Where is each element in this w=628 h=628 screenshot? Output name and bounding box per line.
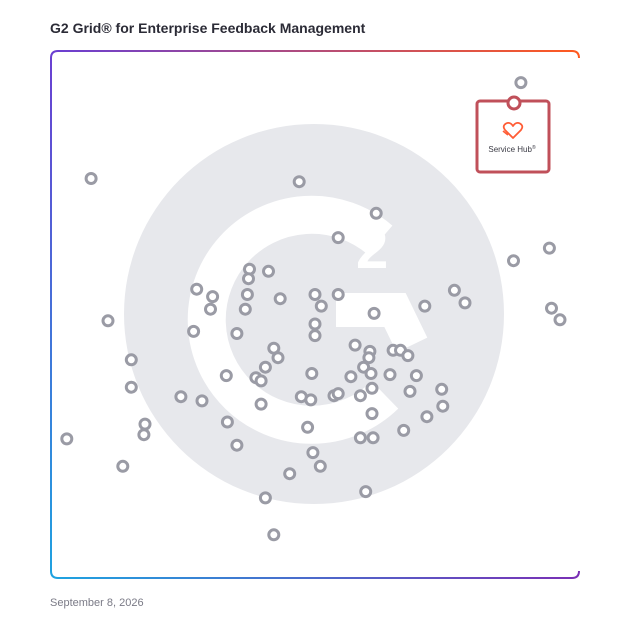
hand-stroke: [502, 130, 509, 136]
data-point[interactable]: [240, 288, 254, 301]
data-point[interactable]: [409, 369, 423, 383]
chart-title: G2 Grid® for Enterprise Feedback Managem…: [50, 20, 366, 36]
data-point[interactable]: [362, 351, 376, 365]
data-point[interactable]: [190, 282, 204, 296]
data-point[interactable]: [304, 393, 318, 407]
data-point[interactable]: [137, 428, 151, 442]
data-point[interactable]: [101, 314, 115, 328]
data-point[interactable]: [331, 387, 345, 401]
data-point[interactable]: [254, 397, 268, 411]
heart-hand-icon: [502, 122, 524, 139]
data-point[interactable]: [401, 349, 415, 363]
data-point[interactable]: [116, 459, 130, 473]
data-point[interactable]: [553, 313, 567, 327]
data-point[interactable]: [365, 381, 379, 395]
data-point[interactable]: [545, 301, 558, 315]
data-point[interactable]: [124, 353, 138, 367]
data-point[interactable]: [206, 290, 220, 304]
data-point[interactable]: [174, 390, 188, 404]
data-point[interactable]: [369, 206, 383, 220]
data-point[interactable]: [219, 369, 233, 383]
data-point[interactable]: [273, 292, 287, 306]
data-point[interactable]: [314, 299, 328, 313]
data-point[interactable]: [353, 389, 367, 403]
data-point[interactable]: [397, 423, 411, 437]
data-point[interactable]: [305, 367, 319, 380]
data-point[interactable]: [242, 272, 255, 286]
data-point[interactable]: [435, 382, 449, 396]
data-point[interactable]: [292, 175, 306, 189]
data-point[interactable]: [187, 324, 201, 338]
data-point[interactable]: [238, 302, 252, 316]
data-point[interactable]: [383, 368, 397, 382]
data-point[interactable]: [204, 302, 217, 316]
data-point[interactable]: [365, 407, 379, 421]
data-point[interactable]: [420, 410, 434, 424]
data-point[interactable]: [364, 367, 378, 380]
data-point[interactable]: [138, 417, 152, 431]
data-point[interactable]: [283, 467, 297, 481]
data-point[interactable]: [331, 231, 345, 245]
data-point[interactable]: [514, 76, 528, 90]
data-point[interactable]: [436, 399, 450, 413]
data-point[interactable]: [301, 420, 315, 434]
data-point[interactable]: [308, 317, 322, 331]
data-point[interactable]: [262, 264, 275, 278]
report-date: September 8, 2026: [50, 597, 144, 609]
data-point[interactable]: [348, 338, 362, 352]
data-point[interactable]: [258, 360, 272, 374]
data-point[interactable]: [366, 431, 380, 445]
data-point[interactable]: [403, 384, 417, 398]
callout-label-suffix: ®: [532, 144, 536, 151]
data-point[interactable]: [331, 288, 345, 301]
data-point[interactable]: [230, 438, 244, 452]
data-point[interactable]: [124, 380, 138, 394]
data-point[interactable]: [308, 288, 322, 301]
data-point[interactable]: [418, 299, 432, 313]
svg-text:2: 2: [356, 216, 388, 281]
data-point[interactable]: [507, 254, 520, 268]
data-point[interactable]: [344, 370, 358, 384]
data-point[interactable]: [447, 283, 461, 297]
svg-text:Service Hub®: Service Hub®: [488, 144, 536, 154]
data-point[interactable]: [267, 528, 281, 542]
data-point[interactable]: [230, 327, 244, 340]
data-point[interactable]: [271, 351, 285, 365]
data-point[interactable]: [313, 459, 327, 473]
data-point[interactable]: [60, 432, 74, 446]
data-point[interactable]: [308, 329, 322, 343]
data-point[interactable]: [359, 485, 373, 499]
data-point[interactable]: [306, 446, 320, 460]
data-point[interactable]: [195, 394, 209, 408]
data-point[interactable]: [84, 172, 98, 185]
data-point[interactable]: [542, 241, 556, 255]
service-hub-callout[interactable]: Service Hub®: [475, 95, 551, 174]
data-point[interactable]: [458, 296, 472, 310]
data-point[interactable]: [258, 491, 272, 505]
data-point[interactable]: [220, 415, 234, 429]
data-point[interactable]: [353, 431, 367, 445]
data-points: [60, 76, 567, 542]
data-point[interactable]: [254, 374, 268, 388]
data-point[interactable]: [367, 306, 381, 320]
callout-label: Service Hub: [488, 145, 532, 154]
